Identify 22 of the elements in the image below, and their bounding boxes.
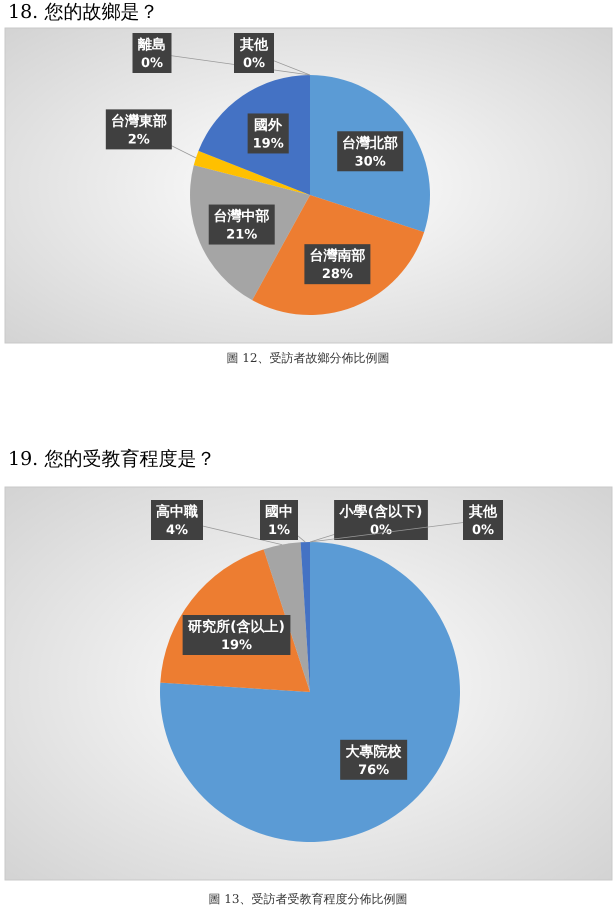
caption: 圖 13、受訪者受教育程度分佈比例圖 <box>208 892 408 906</box>
data-label: 1% <box>268 523 290 538</box>
chart-title: 18. 您的故鄉是？ <box>8 1 158 23</box>
data-label: 30% <box>354 154 386 170</box>
data-label: 4% <box>166 523 188 538</box>
chart-title: 19. 您的受教育程度是？ <box>8 448 216 470</box>
slice-label: 大專院校 <box>346 742 403 760</box>
data-label: 28% <box>322 267 353 282</box>
slice-label: 台灣南部 <box>309 247 366 264</box>
data-label: 21% <box>226 228 258 243</box>
caption: 圖 12、受訪者故鄉分佈比例圖 <box>226 351 390 365</box>
slice-label: 台灣北部 <box>342 134 398 152</box>
data-label: 19% <box>220 638 252 653</box>
slice-label: 國外 <box>254 117 284 134</box>
data-label: 2% <box>128 132 150 148</box>
data-label: 76% <box>358 762 390 778</box>
slice-label: 高中職 <box>156 503 198 520</box>
slice-label: 台灣中部 <box>214 208 270 225</box>
data-label: 19% <box>252 136 284 152</box>
slice-label: 研究所(含以上) <box>187 618 285 635</box>
slice-label: 台灣東部 <box>110 112 167 130</box>
slice-label: 國中 <box>265 504 293 520</box>
